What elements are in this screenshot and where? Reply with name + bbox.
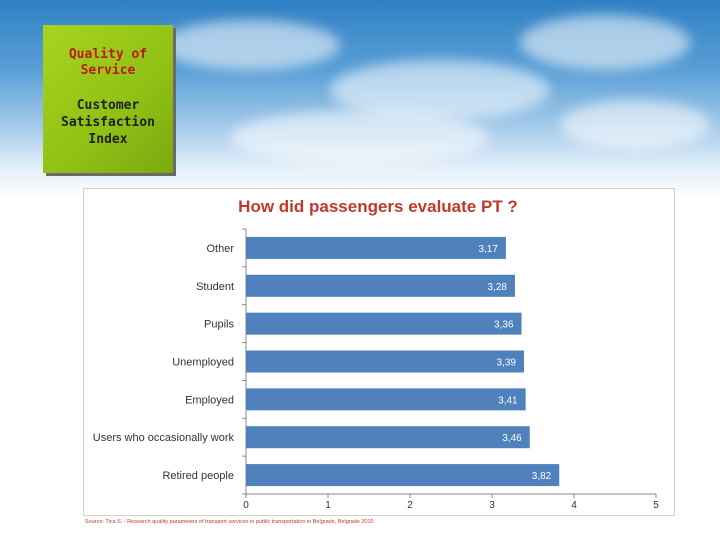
category-label: Employed <box>185 394 234 406</box>
category-label: Other <box>206 243 234 255</box>
category-label: Users who occasionally work <box>93 432 235 444</box>
badge-customer-satisfaction-index: Customer Satisfaction Index <box>61 98 155 147</box>
x-tick-label: 3 <box>489 500 495 511</box>
value-label: 3,39 <box>497 358 517 369</box>
value-label: 3,17 <box>478 244 498 255</box>
value-label: 3,41 <box>498 395 518 406</box>
value-label: 3,28 <box>487 282 507 293</box>
badge-quality-of-service: Quality of Service <box>68 47 148 78</box>
bar-4 <box>246 388 526 411</box>
category-label: Student <box>196 281 234 293</box>
value-label: 3,46 <box>502 433 522 444</box>
x-tick-label: 2 <box>407 500 413 511</box>
category-label: Unemployed <box>172 357 234 369</box>
category-label: Retired people <box>162 470 234 482</box>
bar-0 <box>246 236 506 259</box>
bar-2 <box>246 312 522 335</box>
x-tick-label: 1 <box>325 500 331 511</box>
source-note: Source: Tica S. - Research quality param… <box>85 519 374 525</box>
bar-6 <box>246 464 560 487</box>
chart-title: How did passengers evaluate PT ? <box>238 197 518 216</box>
value-label: 3,36 <box>494 320 514 331</box>
bar-3 <box>246 350 524 373</box>
x-tick-label: 5 <box>653 500 659 511</box>
bar-1 <box>246 274 515 297</box>
bar-5 <box>246 426 530 449</box>
value-label: 3,82 <box>532 471 552 482</box>
x-tick-label: 0 <box>243 500 249 511</box>
category-label: Pupils <box>204 319 234 331</box>
topic-badge: Quality of Service Customer Satisfaction In… <box>43 25 173 173</box>
x-tick-label: 4 <box>571 500 577 511</box>
